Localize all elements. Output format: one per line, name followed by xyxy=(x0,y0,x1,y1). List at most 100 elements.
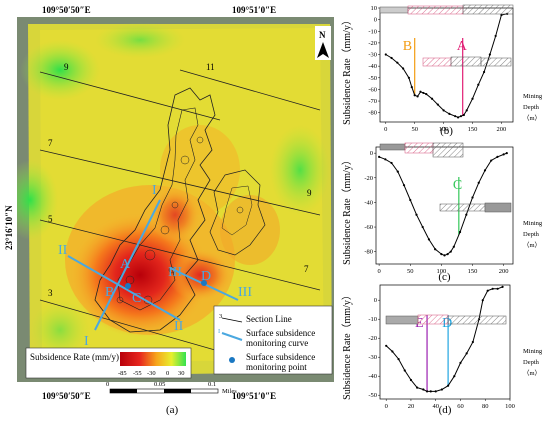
point-label-C: C xyxy=(132,291,141,306)
y-tick-label: 0 xyxy=(374,297,377,304)
data-point xyxy=(385,344,388,347)
colorbar-tick-2: -55 xyxy=(133,370,142,377)
data-point xyxy=(488,53,491,56)
y-tick-label: -60 xyxy=(364,224,373,231)
data-point xyxy=(429,390,432,393)
colorbar-tick-5: 30 xyxy=(178,370,185,377)
marker-label-B: B xyxy=(403,39,412,54)
colorbar-ramp xyxy=(120,352,186,366)
x-tick-label: 150 xyxy=(468,268,478,275)
mining-depth-label-b: （m） xyxy=(523,114,541,122)
section-number-3: 3 xyxy=(48,288,53,298)
data-point xyxy=(410,86,413,89)
curve-label-III-right: III xyxy=(238,285,252,300)
data-point xyxy=(452,245,455,248)
marker-label-A: A xyxy=(457,39,468,54)
data-point xyxy=(477,83,480,86)
data-point xyxy=(402,67,405,70)
scale-tick-2: 0.1 xyxy=(208,381,216,388)
y-tick-label: 10 xyxy=(371,5,378,12)
y-tick-label: 0 xyxy=(370,150,373,157)
section-number-7a: 7 xyxy=(48,138,53,148)
x-tick-label: 100 xyxy=(437,268,447,275)
data-point xyxy=(494,34,497,38)
y-tick-label: -50 xyxy=(368,392,377,399)
point-label-A: A xyxy=(120,257,131,272)
data-point xyxy=(486,289,489,292)
legend-curve-2: monitoring curve xyxy=(246,338,308,348)
panel-label-b: (b) xyxy=(440,125,453,137)
section-number-9b: 9 xyxy=(307,188,312,198)
x-tick-label: 100 xyxy=(439,126,449,133)
data-point xyxy=(465,352,468,355)
data-point xyxy=(442,109,445,112)
mining-depth-label-d: Depth xyxy=(523,359,540,366)
mining-section-b-top xyxy=(379,4,514,15)
data-point xyxy=(477,181,480,184)
data-point xyxy=(384,158,387,161)
data-point xyxy=(434,248,437,251)
data-point xyxy=(462,113,465,117)
section-number-11: 11 xyxy=(206,62,215,72)
data-point xyxy=(434,390,437,393)
legend-point-2: monitoring point xyxy=(246,362,307,372)
coord-bottom-right: 109°51′0″E xyxy=(232,391,276,401)
data-point xyxy=(505,152,508,155)
y-tick-label: -60 xyxy=(368,86,377,93)
y-tick-label: -20 xyxy=(368,40,377,47)
data-point xyxy=(481,299,484,302)
x-tick-label: 200 xyxy=(499,268,509,275)
data-point xyxy=(425,92,428,96)
y-tick-label: -40 xyxy=(368,63,377,70)
panel-label-a: (a) xyxy=(166,404,179,416)
x-tick-label: 0 xyxy=(384,126,387,133)
mining-depth-label-b: Mining xyxy=(523,93,543,100)
data-point xyxy=(425,390,429,393)
data-point xyxy=(502,153,505,156)
scale-tick-1: 0.05 xyxy=(154,381,165,388)
x-tick-label: 0 xyxy=(377,268,380,275)
map-legend: 3 Section Line I Surface subsidence moni… xyxy=(213,305,333,375)
data-point xyxy=(448,112,451,115)
x-tick-label: 150 xyxy=(468,126,478,133)
data-point xyxy=(409,378,413,382)
legend-section-number: 3 xyxy=(219,313,222,320)
mining-depth-label-d: Mining xyxy=(523,348,543,355)
mining-depth-label-d: （m） xyxy=(523,369,541,377)
mining-depth-label-c: Mining xyxy=(523,220,543,227)
data-point xyxy=(490,159,493,162)
point-label-D: D xyxy=(201,269,211,284)
x-tick-label: 0 xyxy=(385,403,388,410)
data-point xyxy=(465,109,468,112)
scale-unit: Miles xyxy=(222,388,237,395)
legend-curve-1: Surface subsidence xyxy=(246,328,315,338)
data-point xyxy=(422,91,425,95)
data-point xyxy=(446,253,449,256)
data-point xyxy=(500,13,503,17)
colorbar-legend: Subsidence Rate (mm/y) -85 -55 -30 0 30 xyxy=(25,347,192,379)
y-tick-label: -20 xyxy=(368,335,377,342)
x-tick-label: 200 xyxy=(497,126,507,133)
data-point xyxy=(471,97,474,100)
curve-label-III-left: III xyxy=(168,265,182,280)
data-point xyxy=(409,198,412,202)
data-point xyxy=(471,340,474,344)
data-point xyxy=(390,161,393,165)
x-tick-label: 50 xyxy=(411,126,418,133)
north-arrow-icon: N xyxy=(315,26,331,60)
point-label-B: B xyxy=(105,285,114,300)
chart-b: 0 50 100 150 200100-10-20-30-40-50-60-70-80B… xyxy=(341,5,543,137)
scale-tick-0: 0 xyxy=(106,381,109,388)
data-point xyxy=(402,184,406,187)
data-point xyxy=(496,287,499,290)
data-point xyxy=(415,213,418,216)
data-point xyxy=(483,169,487,172)
data-point xyxy=(396,170,399,173)
curve-label-II-left: II xyxy=(58,243,68,258)
marker-label-C: C xyxy=(453,178,462,193)
curve-label-II-right: II xyxy=(174,319,184,334)
mining-section-c-top xyxy=(379,142,464,158)
chart-c: 0 50 100 150 200 0 -20 -40 -60 -80 C Subsidence Rat… xyxy=(341,146,543,283)
data-point xyxy=(396,61,399,64)
data-point xyxy=(403,369,406,372)
